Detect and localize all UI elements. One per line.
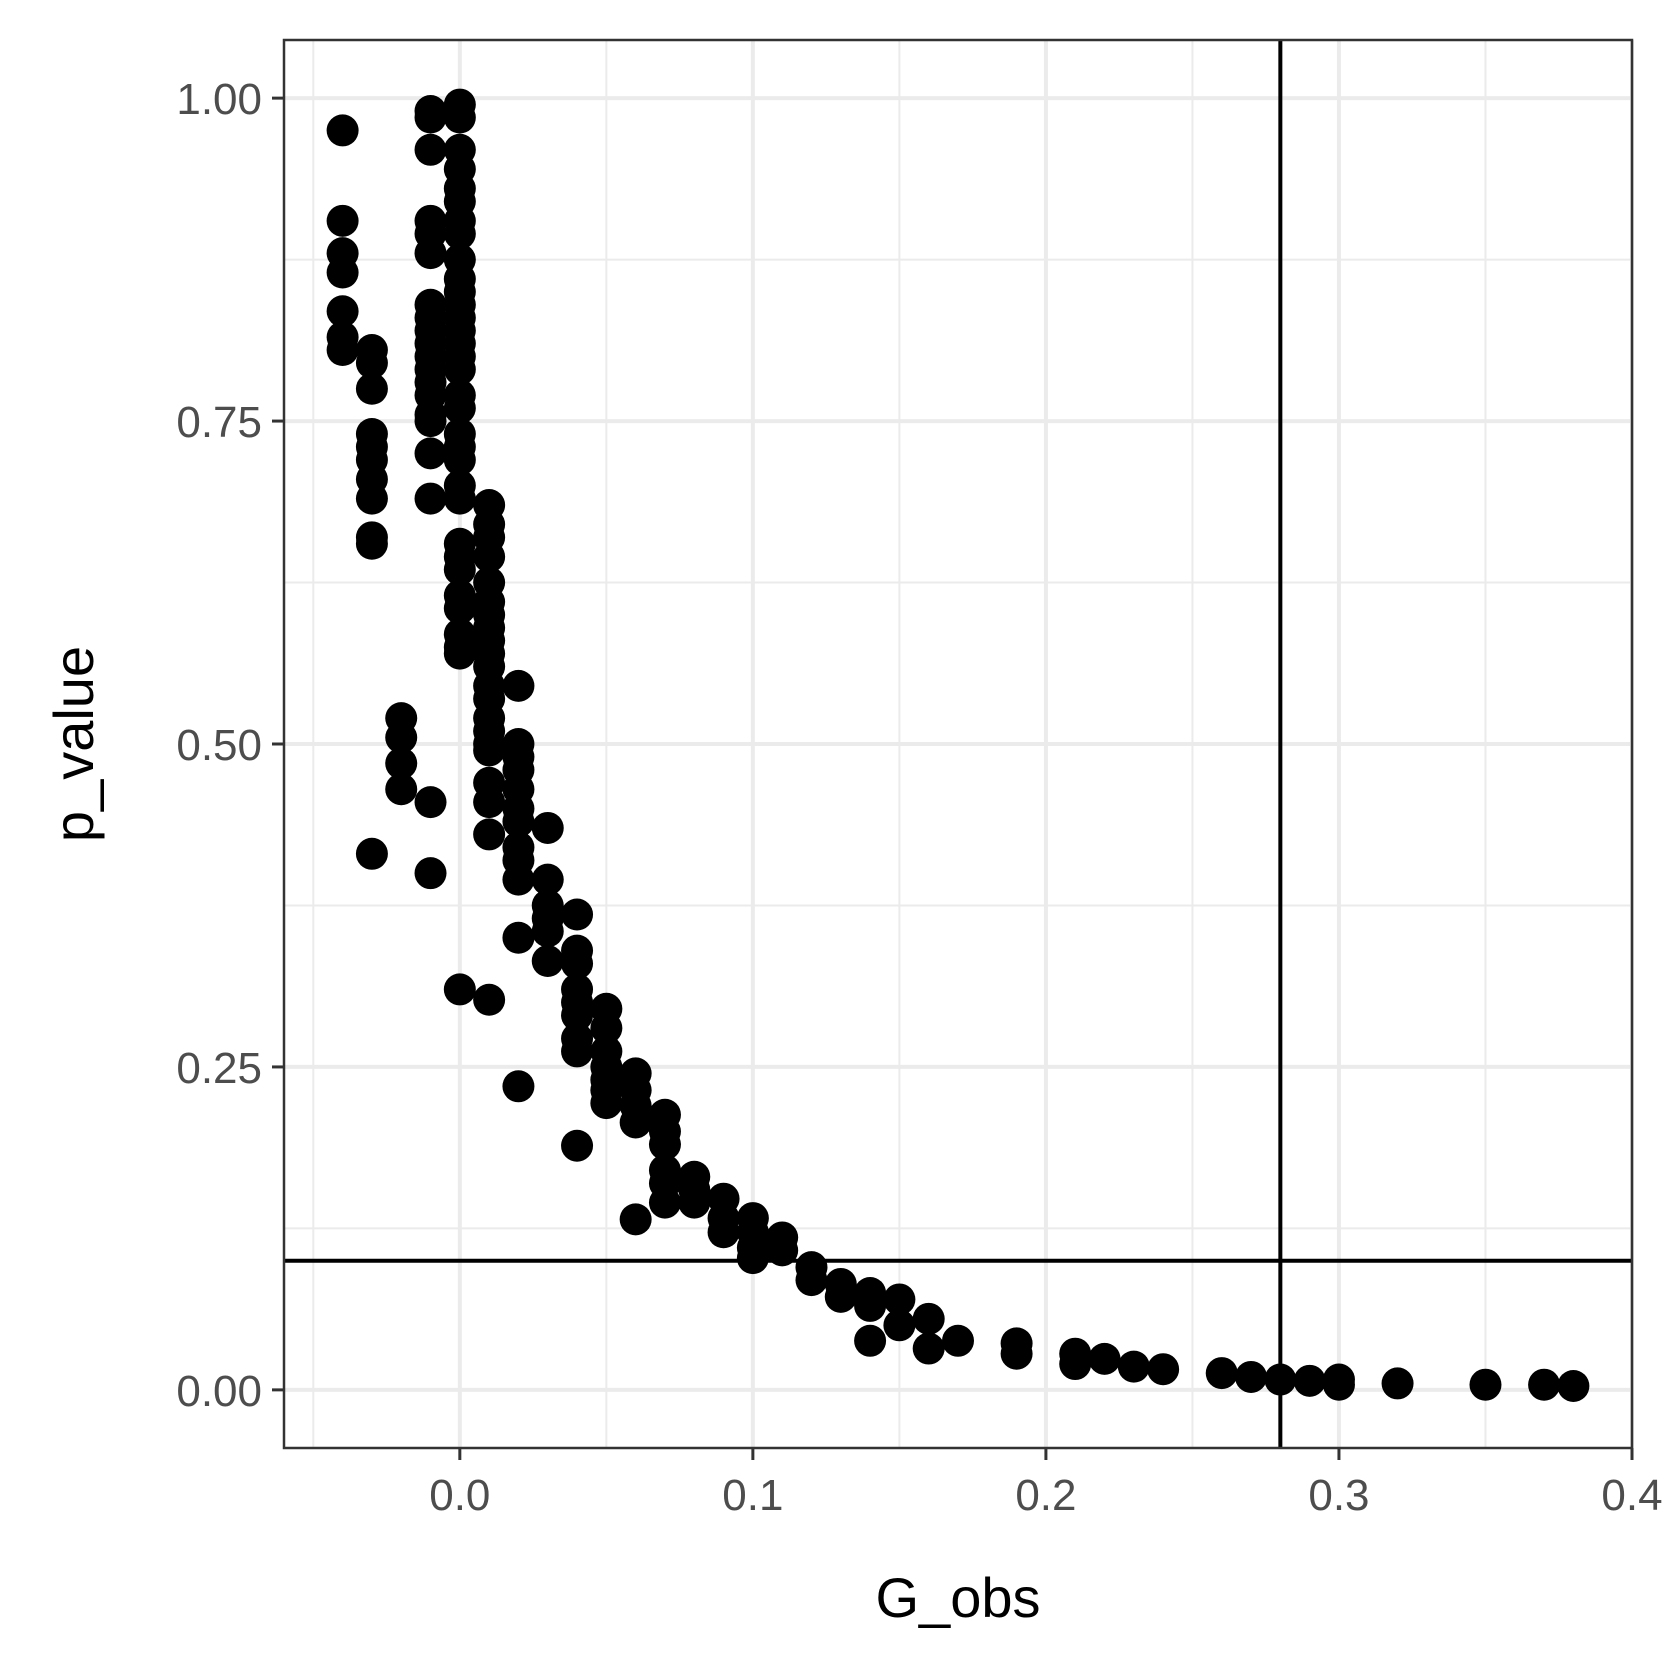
data-point (414, 786, 447, 819)
data-point (883, 1283, 916, 1316)
data-point (355, 837, 388, 870)
x-axis: 0.0 0.1 0.2 0.3 0.4 (429, 1448, 1663, 1520)
data-point (414, 133, 447, 166)
data-point (355, 346, 388, 379)
data-point (707, 1216, 740, 1249)
data-point (531, 915, 564, 948)
y-axis-title: p_value (42, 646, 105, 842)
data-point (854, 1289, 887, 1322)
data-point (355, 527, 388, 560)
major-gridlines (284, 40, 1634, 1448)
data-point (385, 747, 418, 780)
data-point (531, 945, 564, 978)
data-point (414, 101, 447, 134)
data-point (443, 101, 476, 134)
data-point (502, 921, 535, 954)
data-point (414, 482, 447, 515)
data-point (326, 295, 359, 328)
data-point (531, 811, 564, 844)
data-point (443, 592, 476, 625)
x-tick-label: 0.0 (429, 1471, 490, 1520)
data-point (561, 1129, 594, 1162)
data-point (414, 857, 447, 890)
x-tick-label: 0.2 (1015, 1471, 1076, 1520)
data-point (1322, 1368, 1355, 1401)
data-point (1528, 1368, 1561, 1401)
data-point (824, 1280, 857, 1313)
data-point (443, 637, 476, 670)
data-point (1469, 1368, 1502, 1401)
data-point (795, 1264, 828, 1297)
data-point (502, 669, 535, 702)
data-point (326, 114, 359, 147)
y-tick-label: 0.00 (176, 1367, 262, 1416)
data-point (502, 805, 535, 838)
data-point (355, 372, 388, 405)
data-point (443, 392, 476, 425)
data-point (443, 353, 476, 386)
data-point (414, 237, 447, 270)
data-point (1205, 1357, 1238, 1390)
data-point (502, 1070, 535, 1103)
data-point (561, 999, 594, 1032)
data-point (502, 863, 535, 896)
x-tick-label: 0.1 (722, 1471, 783, 1520)
data-point (912, 1302, 945, 1335)
data-point (443, 553, 476, 586)
data-point (473, 540, 506, 573)
data-point (590, 1012, 623, 1045)
data-point (766, 1234, 799, 1267)
data-point (854, 1324, 887, 1357)
data-point (561, 1035, 594, 1068)
data-point (619, 1106, 652, 1139)
data-point (1147, 1353, 1180, 1386)
data-point (648, 1128, 681, 1161)
data-point (942, 1324, 974, 1357)
y-axis: 0.00 0.25 0.50 0.75 1.00 (176, 75, 284, 1416)
data-point (590, 1087, 623, 1120)
data-point (883, 1309, 916, 1342)
data-point (443, 443, 476, 476)
data-point (443, 973, 476, 1006)
data-point (473, 786, 506, 819)
data-point (473, 983, 506, 1016)
data-point (531, 863, 564, 896)
data-point (678, 1186, 711, 1219)
y-tick-label: 0.50 (176, 721, 262, 770)
data-point (385, 773, 418, 806)
data-point (1088, 1342, 1121, 1375)
data-point (1557, 1369, 1590, 1402)
data-point (473, 818, 506, 851)
data-point (385, 721, 418, 754)
x-tick-label: 0.3 (1308, 1471, 1369, 1520)
data-point (912, 1332, 945, 1365)
data-point (414, 437, 447, 470)
data-point (443, 482, 476, 515)
data-point (1000, 1337, 1033, 1370)
data-point (1235, 1360, 1268, 1393)
data-point (1293, 1364, 1326, 1397)
data-point (648, 1186, 681, 1219)
data-point (561, 947, 594, 980)
data-point (1117, 1350, 1150, 1383)
data-point (561, 898, 594, 931)
data-point (1381, 1367, 1414, 1400)
x-axis-title: G_obs (876, 1566, 1041, 1629)
data-point (1059, 1348, 1092, 1381)
data-points (326, 88, 1590, 1402)
data-point (326, 204, 359, 237)
y-tick-label: 0.25 (176, 1044, 262, 1093)
data-point (443, 217, 476, 250)
data-point (473, 734, 506, 767)
x-tick-label: 0.4 (1601, 1471, 1662, 1520)
data-point (326, 334, 359, 367)
data-point (736, 1242, 769, 1275)
data-point (619, 1203, 652, 1236)
data-point (326, 256, 359, 289)
data-point (355, 482, 388, 515)
y-tick-label: 1.00 (176, 75, 262, 124)
y-tick-label: 0.75 (176, 398, 262, 447)
data-point (414, 405, 447, 438)
